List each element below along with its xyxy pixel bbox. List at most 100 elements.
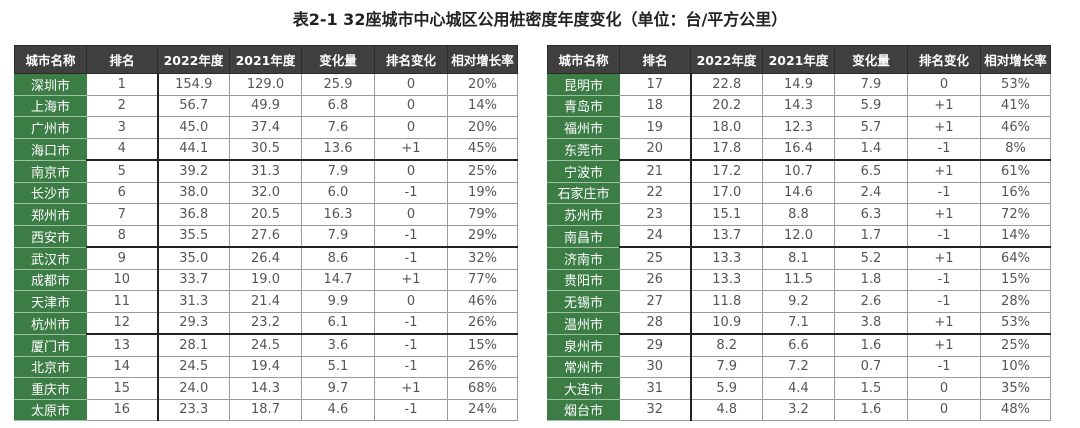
cell-rank-change: 0: [374, 73, 448, 96]
cell-value-2022: 24.5: [157, 355, 230, 378]
table-row: 苏州市 23 15.1 8.8 6.3 +1 72%: [547, 203, 1051, 226]
density-table-left: 城市名称 排名 2022年度 2021年度 变化量 排名变化 相对增长率 深圳市 1 154.9…: [14, 45, 518, 421]
table-row: 福州市 19 18.0 12.3 5.7 +1 46%: [547, 116, 1051, 139]
cell-city: 海口市: [14, 137, 87, 161]
cell-rank-change: +1: [907, 311, 981, 335]
cell-rank-change: +1: [907, 94, 981, 117]
cell-change: 4.6: [301, 398, 375, 421]
table-row: 长沙市 6 38.0 32.0 6.0 -1 19%: [14, 181, 518, 204]
cell-value-2022: 5.9: [690, 377, 763, 400]
table-row: 天津市 11 31.3 21.4 9.9 0 46%: [14, 290, 518, 313]
cell-city: 石家庄市: [547, 181, 620, 204]
cell-growth-rate: 77%: [447, 268, 518, 291]
cell-rank: 20: [619, 137, 692, 161]
cell-rank: 25: [619, 246, 692, 270]
cell-change: 8.6: [301, 246, 375, 270]
cell-growth-rate: 15%: [447, 333, 518, 357]
cell-rank-change: -1: [374, 181, 448, 204]
cell-rank: 27: [619, 290, 692, 313]
cell-city: 厦门市: [14, 333, 87, 357]
cell-growth-rate: 64%: [980, 246, 1051, 270]
column-header-value-2021: 2021年度: [762, 45, 835, 74]
table-row: 青岛市 18 20.2 14.3 5.9 +1 41%: [547, 94, 1051, 117]
cell-rank: 11: [86, 290, 159, 313]
cell-growth-rate: 8%: [980, 137, 1051, 161]
column-header-city: 城市名称: [547, 45, 620, 74]
cell-change: 7.9: [301, 224, 375, 248]
cell-value-2021: 21.4: [229, 290, 302, 313]
cell-rank-change: -1: [907, 290, 981, 313]
cell-rank-change: +1: [907, 333, 981, 357]
cell-value-2021: 12.3: [762, 116, 835, 139]
cell-growth-rate: 16%: [980, 181, 1051, 204]
cell-value-2021: 14.3: [762, 94, 835, 117]
cell-growth-rate: 72%: [980, 203, 1051, 226]
cell-rank-change: -1: [374, 398, 448, 421]
cell-value-2021: 24.5: [229, 333, 302, 357]
cell-rank: 29: [619, 333, 692, 357]
cell-change: 1.5: [834, 377, 908, 400]
cell-city: 烟台市: [547, 398, 620, 421]
column-header-value-2022: 2022年度: [157, 45, 230, 74]
column-header-city: 城市名称: [14, 45, 87, 74]
column-header-rank-change: 排名变化: [907, 45, 981, 74]
cell-change: 1.7: [834, 224, 908, 248]
cell-rank-change: -1: [907, 137, 981, 161]
cell-city: 南京市: [14, 159, 87, 183]
cell-rank-change: 0: [907, 398, 981, 421]
cell-growth-rate: 46%: [980, 116, 1051, 139]
cell-value-2022: 20.2: [690, 94, 763, 117]
column-header-rank-change: 排名变化: [374, 45, 448, 74]
density-table-right: 城市名称 排名 2022年度 2021年度 变化量 排名变化 相对增长率 昆明市 17 22.8…: [547, 45, 1051, 421]
cell-growth-rate: 41%: [980, 94, 1051, 117]
cell-city: 重庆市: [14, 377, 87, 400]
cell-value-2022: 35.0: [157, 246, 230, 270]
header-row: 城市名称 排名 2022年度 2021年度 变化量 排名变化 相对增长率: [547, 45, 1051, 74]
cell-change: 1.8: [834, 268, 908, 291]
table-row: 南昌市 24 13.7 12.0 1.7 -1 14%: [547, 224, 1051, 248]
cell-change: 0.7: [834, 355, 908, 378]
table-row: 南京市 5 39.2 31.3 7.9 0 25%: [14, 159, 518, 183]
cell-value-2021: 27.6: [229, 224, 302, 248]
cell-change: 7.9: [834, 73, 908, 96]
cell-city: 无锡市: [547, 290, 620, 313]
cell-value-2021: 12.0: [762, 224, 835, 248]
cell-value-2022: 31.3: [157, 290, 230, 313]
cell-city: 天津市: [14, 290, 87, 313]
cell-value-2021: 19.0: [229, 268, 302, 291]
cell-growth-rate: 45%: [447, 137, 518, 161]
cell-value-2022: 8.2: [690, 333, 763, 357]
cell-growth-rate: 15%: [980, 268, 1051, 291]
cell-rank: 23: [619, 203, 692, 226]
cell-growth-rate: 53%: [980, 311, 1051, 335]
cell-value-2022: 29.3: [157, 311, 230, 335]
table-title: 表2-1 32座城市中心城区公用桩密度年度变化（单位：台/平方公里）: [292, 10, 788, 29]
table-row: 济南市 25 13.3 8.1 5.2 +1 64%: [547, 246, 1051, 270]
cell-growth-rate: 26%: [447, 311, 518, 335]
cell-value-2021: 49.9: [229, 94, 302, 117]
cell-value-2022: 4.8: [690, 398, 763, 421]
cell-value-2022: 18.0: [690, 116, 763, 139]
cell-change: 5.9: [834, 94, 908, 117]
cell-rank: 15: [86, 377, 159, 400]
cell-change: 6.0: [301, 181, 375, 204]
cell-rank-change: 0: [374, 203, 448, 226]
cell-city: 广州市: [14, 116, 87, 139]
cell-rank: 19: [619, 116, 692, 139]
cell-value-2022: 13.3: [690, 268, 763, 291]
cell-value-2022: 22.8: [690, 73, 763, 96]
cell-rank: 14: [86, 355, 159, 378]
cell-growth-rate: 25%: [447, 159, 518, 183]
cell-change: 6.1: [301, 311, 375, 335]
table-row: 重庆市 15 24.0 14.3 9.7 +1 68%: [14, 377, 518, 400]
cell-growth-rate: 25%: [980, 333, 1051, 357]
cell-change: 14.7: [301, 268, 375, 291]
cell-value-2021: 129.0: [229, 73, 302, 96]
cell-value-2022: 56.7: [157, 94, 230, 117]
table-row: 太原市 16 23.3 18.7 4.6 -1 24%: [14, 398, 518, 421]
table-row: 武汉市 9 35.0 26.4 8.6 -1 32%: [14, 246, 518, 270]
cell-city: 杭州市: [14, 311, 87, 335]
cell-rank: 28: [619, 311, 692, 335]
cell-city: 武汉市: [14, 246, 87, 270]
cell-rank-change: 0: [374, 159, 448, 183]
